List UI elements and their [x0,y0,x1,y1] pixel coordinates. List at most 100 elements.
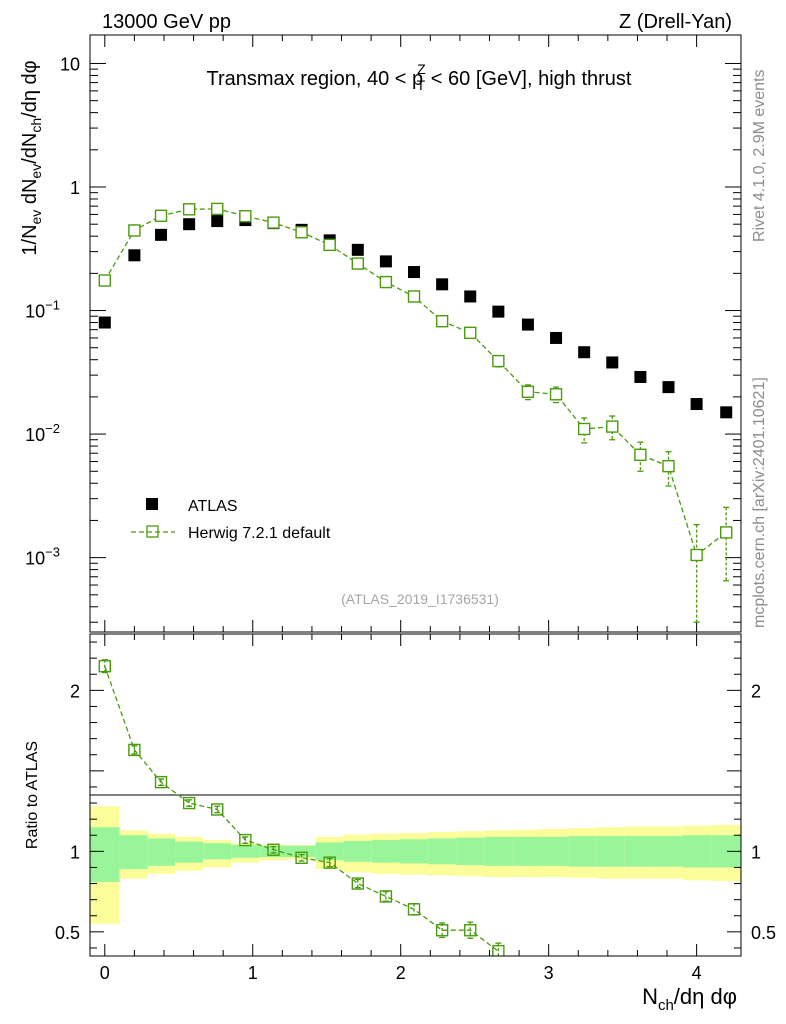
herwig-point [549,388,563,401]
herwig-point [211,202,224,216]
atlas-point [606,356,619,369]
ratio-panel: 0 1 2 3 4 2 2 1 1 0.5 0.5 Ratio to ATLAS Nch/dη dφ [24,633,776,1014]
herwig-point [379,275,393,289]
herwig-point [577,422,591,436]
main-title: Transmax region, 40 < pZ T < 60 [GeV], hi… [207,61,632,93]
x-axis-label: Nch/dη dφ [642,984,737,1014]
atlas-point [521,318,534,331]
ratio-band-inner [596,836,625,867]
ratio-band-inner [568,836,597,867]
herwig-point [239,210,252,223]
atlas-point [436,278,449,291]
ratio-herwig-point [351,877,364,890]
source-label: mcplots.cern.ch [arXiv:2401.10621] [751,377,768,628]
ratio-band-inner [682,835,712,868]
ratio-herwig-point [435,924,449,937]
herwig-point [98,274,111,287]
ratio-herwig-point [492,944,505,956]
x-tick-label: 0 [100,963,110,983]
legend-atlas-label: ATLAS [188,498,238,515]
ratio-band-inner [287,845,316,857]
herwig-point [464,326,477,340]
main-y-tick-label: 10−1 [25,298,60,322]
legend-herwig-marker [146,525,159,538]
atlas-point [464,290,477,303]
herwig-point [662,459,675,473]
ratio-band-inner [119,835,148,870]
ratio-band-inner [428,838,457,865]
ratio-band-inner [624,836,655,867]
ratio-herwig-point [154,775,168,789]
ratio-axis-ticks: 0 1 2 3 4 2 2 1 1 0.5 0.5 [55,634,776,983]
herwig-point [182,203,196,216]
ratio-y-tick-label-right: 1 [751,842,761,862]
ratio-y-tick-label: 0.5 [55,923,80,943]
ratio-herwig-point [267,843,280,856]
ratio-band-inner [456,837,485,866]
ratio-herwig-point [407,903,421,916]
main-y-axis-label: 1/Nev dNev/dNch/dη dφ [19,60,44,255]
ratio-y-tick-label: 1 [70,842,80,862]
ratio-y-tick-label: 2 [70,681,80,701]
ratio-herwig-point [379,890,393,903]
ratio-herwig-point [182,796,196,810]
ratio-band-inner [147,838,176,866]
atlas-point [720,406,733,419]
herwig-point [720,526,733,539]
herwig-point [634,448,647,461]
ratio-band-inner [399,839,429,864]
ratio-y-tick-label-right: 0.5 [751,923,776,943]
ratio-band-inner [371,840,400,863]
herwig-point [521,385,535,398]
herwig-point [154,209,168,222]
atlas-point [662,381,675,394]
atlas-point [379,255,392,268]
atlas-point [351,243,364,256]
atlas-point [690,398,703,411]
main-y-tick-label: 10 [60,54,80,74]
main-panel: 10 1 10−1 10−2 10−3 Transmax region, 40 < pZ… [19,34,742,633]
atlas-point [183,218,196,231]
atlas-point [634,370,647,383]
ratio-frame [89,633,742,957]
atlas-point [550,331,563,344]
ratio-uncertainty-band [90,806,741,924]
x-tick-label: 4 [692,963,702,983]
herwig-point [351,257,364,270]
header-left: 13000 GeV pp [102,11,231,33]
main-y-tick-label: 10−2 [25,421,60,445]
x-tick-label: 3 [544,963,554,983]
atlas-point [98,316,111,329]
ratio-band-inner [343,840,372,862]
x-tick-label: 2 [396,963,406,983]
ratio-herwig-point [323,856,336,869]
herwig-point [323,238,336,252]
ratio-band-inner [512,836,541,866]
herwig-point [492,354,505,368]
herwig-point [606,420,619,433]
ratio-herwig-point [295,851,308,864]
herwig-point [435,314,449,328]
analysis-label: (ATLAS_2019_I1736531) [341,591,499,607]
atlas-point [211,215,224,228]
main-y-tick-label: 1 [70,178,80,198]
ratio-herwig-point [464,924,477,937]
ratio-band-inner [484,836,513,866]
legend: ATLAS Herwig 7.2.1 default [131,498,331,542]
herwig-point [690,548,703,562]
atlas-point [492,305,505,318]
herwig-point [407,290,421,303]
ratio-band-inner [90,827,120,882]
ratio-series-group [98,659,505,956]
ratio-band-inner [315,842,344,861]
main-axis-ticks: 10 1 10−1 10−2 10−3 [25,35,741,632]
atlas-point [155,228,168,241]
ratio-band-inner [175,841,204,863]
atlas-point [578,346,591,359]
herwig-point [128,224,141,237]
atlas-point [408,266,421,279]
ratio-band-inner [231,844,260,858]
ratio-y-axis-label: Ratio to ATLAS [24,741,41,849]
main-data-marks [98,202,733,623]
